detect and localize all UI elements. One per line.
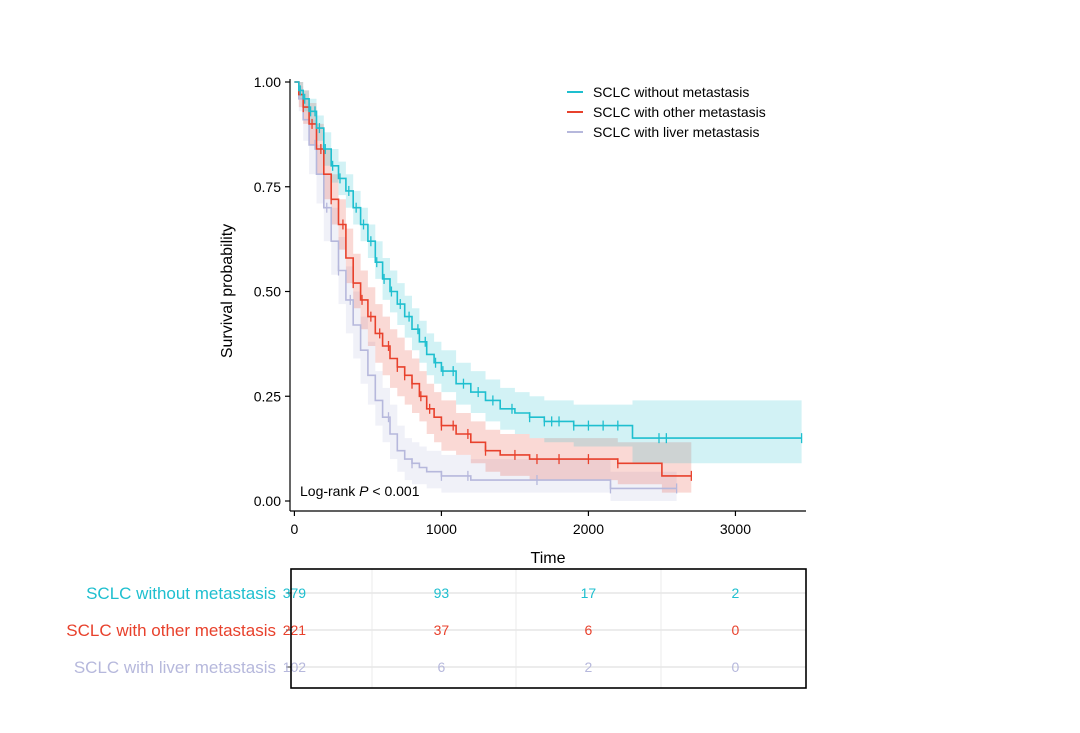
plot-axes: 0.00 0.25 0.50 0.75 1.00 0 1000 2000 3000	[254, 74, 806, 537]
risk-count: 379	[283, 585, 307, 601]
risk-count: 0	[732, 659, 740, 675]
curve-sclc-with-liver-metastasis	[294, 81, 677, 490]
risk-row-label: SCLC without metastasis	[86, 584, 276, 603]
legend: SCLC without metastasis SCLC with other m…	[567, 84, 766, 140]
risk-table: SCLC without metastasis 379 93 17 2 SCLC with…	[66, 568, 807, 689]
legend-label: SCLC without metastasis	[593, 84, 749, 100]
risk-count: 221	[283, 622, 307, 638]
risk-count: 102	[283, 659, 307, 675]
risk-count: 2	[732, 585, 740, 601]
x-axis-label: Time	[531, 550, 566, 567]
y-tick-label: 0.25	[254, 388, 281, 404]
risk-count: 93	[434, 585, 450, 601]
y-tick-label: 1.00	[254, 74, 281, 90]
y-axis-label: Survival probability	[219, 224, 236, 358]
confidence-bands	[294, 82, 802, 501]
x-tick-label: 0	[291, 521, 299, 537]
ci-band-sclc-without-metastasis	[294, 82, 802, 464]
censor-marks	[299, 85, 803, 494]
curve-sclc-without-metastasis	[294, 81, 802, 439]
log-rank-annotation: Log-rank P < 0.001	[300, 483, 420, 499]
x-tick-label: 3000	[720, 521, 751, 537]
risk-count: 6	[585, 622, 593, 638]
legend-label: SCLC with liver metastasis	[593, 124, 760, 140]
legend-label: SCLC with other metastasis	[593, 104, 766, 120]
risk-count: 2	[585, 659, 593, 675]
risk-table-border	[290, 568, 807, 689]
ci-band-sclc-with-other-metastasis	[294, 82, 692, 493]
risk-count: 6	[438, 659, 446, 675]
ci-band-sclc-with-liver-metastasis	[294, 82, 677, 501]
risk-count: 0	[732, 622, 740, 638]
y-tick-label: 0.00	[254, 493, 281, 509]
risk-row-label: SCLC with other metastasis	[66, 621, 276, 640]
x-tick-label: 2000	[573, 521, 604, 537]
y-tick-label: 0.75	[254, 179, 281, 195]
risk-count: 17	[581, 585, 597, 601]
y-tick-label: 0.50	[254, 284, 281, 300]
risk-table-bg	[291, 569, 806, 688]
survival-plot: 0.00 0.25 0.50 0.75 1.00 0 1000 2000 3000 Surviv…	[219, 74, 806, 567]
x-tick-label: 1000	[426, 521, 457, 537]
risk-count: 37	[434, 622, 450, 638]
risk-row-label: SCLC with liver metastasis	[74, 658, 276, 677]
